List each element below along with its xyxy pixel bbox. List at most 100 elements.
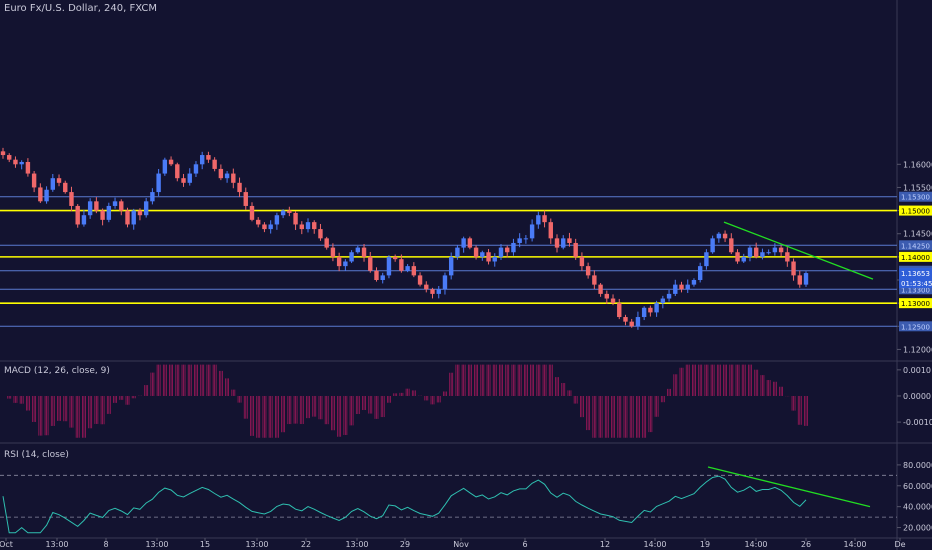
bear-candle	[411, 266, 417, 276]
price-level-label: 1.13000	[901, 300, 930, 308]
rsi-trend-line	[707, 466, 871, 508]
price-level-badge	[899, 205, 932, 216]
bull-candle	[461, 238, 466, 248]
bull-candle	[442, 275, 448, 290]
macd-tick-label: -0.0010	[903, 418, 932, 427]
bull-candle	[436, 289, 441, 294]
bear-candle	[797, 275, 802, 285]
bear-candle	[592, 275, 597, 285]
price-tick-label: 1.14500	[903, 230, 932, 239]
bear-candle	[623, 317, 628, 322]
bear-candle	[206, 155, 211, 160]
time-tick-label: 19	[700, 540, 710, 549]
bear-candle	[287, 210, 292, 213]
price-tick-label: 1.12000	[903, 345, 932, 354]
price-level-label: 1.15300	[901, 194, 930, 202]
bear-candle	[610, 298, 616, 304]
bear-candle	[212, 159, 217, 169]
bull-candle	[187, 173, 192, 183]
bear-candle	[168, 159, 174, 165]
bear-candle	[218, 168, 224, 179]
time-tick-label: De	[894, 540, 905, 549]
bear-candle	[735, 252, 740, 262]
time-tick-label: Oct	[0, 540, 13, 549]
price-level-label: 1.15000	[901, 208, 930, 216]
bull-candle	[529, 224, 535, 239]
rsi-title: RSI (14, close)	[4, 450, 69, 460]
bull-candle	[19, 161, 24, 165]
bull-candle	[766, 252, 771, 254]
bear-candle	[181, 178, 186, 183]
bull-candle	[44, 189, 49, 202]
bear-candle	[374, 270, 379, 281]
bear-candle	[392, 256, 398, 260]
bear-candle	[573, 242, 578, 257]
bull-candle	[747, 247, 753, 257]
bull-candle	[561, 238, 566, 248]
bear-candle	[324, 238, 329, 248]
bear-candle	[629, 321, 634, 327]
trend-line	[723, 221, 874, 280]
bear-candle	[100, 210, 105, 220]
bear-candle	[729, 238, 734, 253]
time-tick-label: 12	[600, 540, 610, 549]
bear-candle	[542, 215, 547, 223]
bull-candle	[498, 247, 504, 257]
bear-candle	[13, 159, 18, 165]
bear-candle	[318, 229, 323, 239]
bull-candle	[635, 317, 641, 327]
rsi-tick-label: 20.0000	[903, 524, 932, 533]
bear-candle	[7, 155, 12, 160]
bull-candle	[106, 205, 112, 220]
last-price-badge	[899, 267, 932, 288]
bull-candle	[448, 256, 454, 276]
price-level-label: 1.14250	[901, 242, 930, 250]
bull-candle	[386, 256, 392, 276]
time-tick-label: 13:00	[245, 540, 268, 549]
bull-candle	[803, 273, 809, 285]
time-tick-label: 6	[522, 540, 527, 549]
bull-candle	[455, 247, 460, 257]
rsi-line	[2, 475, 807, 534]
bear-candle	[231, 173, 236, 183]
bear-candle	[424, 284, 429, 290]
bear-candle	[243, 192, 248, 206]
bear-candle	[361, 247, 367, 257]
bear-candle	[785, 252, 790, 262]
bull-candle	[150, 192, 155, 202]
bull-candle	[760, 252, 765, 257]
price-tick-label: 1.15500	[903, 183, 932, 192]
bear-candle	[256, 219, 261, 225]
bull-candle	[716, 233, 722, 239]
bear-candle	[249, 205, 255, 220]
bull-candle	[50, 178, 55, 190]
bull-candle	[517, 238, 522, 243]
bull-candle	[697, 266, 703, 281]
bear-candle	[293, 212, 298, 225]
bar-countdown-label: 01:53:45	[901, 280, 932, 288]
bull-candle	[112, 201, 118, 206]
bear-candle	[430, 289, 435, 294]
bear-candle	[722, 233, 728, 239]
rsi-tick-label: 80.0000	[903, 461, 932, 470]
rsi-tick-label: 60.0000	[903, 482, 932, 491]
bear-candle	[38, 187, 43, 202]
time-tick-label: 22	[301, 540, 311, 549]
time-tick-label: 13:00	[345, 540, 368, 549]
bull-candle	[523, 238, 529, 240]
price-level-label: 1.13300	[901, 286, 930, 294]
bull-candle	[511, 242, 516, 253]
price-level-badge	[899, 240, 932, 251]
price-level-badge	[899, 298, 932, 309]
bull-candle	[660, 298, 666, 304]
bear-candle	[604, 293, 610, 299]
time-tick-label: 13:00	[145, 540, 168, 549]
bear-candle	[336, 256, 342, 267]
bull-candle	[480, 252, 485, 257]
bear-candle	[554, 238, 560, 248]
price-level-label: 1.14000	[901, 254, 930, 262]
bull-candle	[380, 275, 385, 281]
price-level-badge	[899, 321, 932, 332]
bear-candle	[567, 238, 572, 243]
